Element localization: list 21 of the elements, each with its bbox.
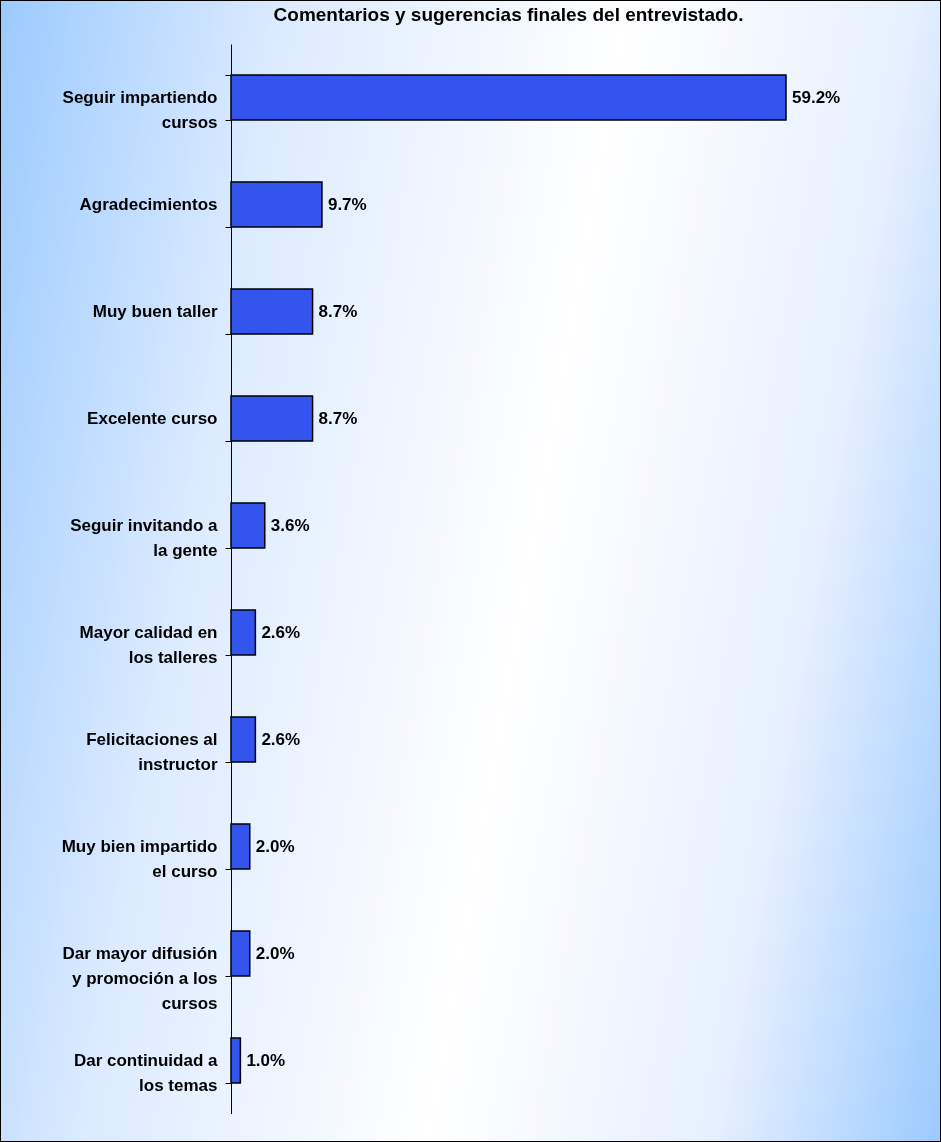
data-label: 2.0% — [255, 943, 295, 963]
data-label: 8.7% — [318, 408, 358, 428]
y-tick-label: Seguir invitando a la gente — [70, 516, 219, 560]
data-label: 9.7% — [327, 194, 367, 214]
chart-title: Comentarios y sugerencias finales del entrevistado. — [273, 4, 744, 25]
data-label: 3.6% — [270, 515, 310, 535]
data-label: 2.6% — [261, 622, 301, 642]
y-tick-label: Excelente curso — [87, 409, 218, 428]
y-tick-label: Seguir impartiendo cursos — [62, 88, 218, 132]
data-label: 8.7% — [318, 301, 358, 321]
y-tick-label: Agradecimientos — [79, 195, 218, 214]
y-tick-label: Muy buen taller — [92, 302, 218, 321]
y-tick-label: Dar continuidad a los temas — [73, 1051, 219, 1095]
y-tick-label: Dar mayor difusión y promoción a los cursos — [62, 944, 218, 1013]
data-label: 2.6% — [261, 729, 301, 749]
y-tick-label: Muy bien impartido el curso — [61, 837, 218, 881]
data-label: 1.0% — [246, 1050, 286, 1070]
data-label: 59.2% — [792, 87, 841, 107]
data-label: 2.0% — [255, 836, 295, 856]
y-tick-label: Felicitaciones al instructor — [86, 730, 218, 774]
y-tick-label: Mayor calidad en los talleres — [79, 623, 218, 667]
